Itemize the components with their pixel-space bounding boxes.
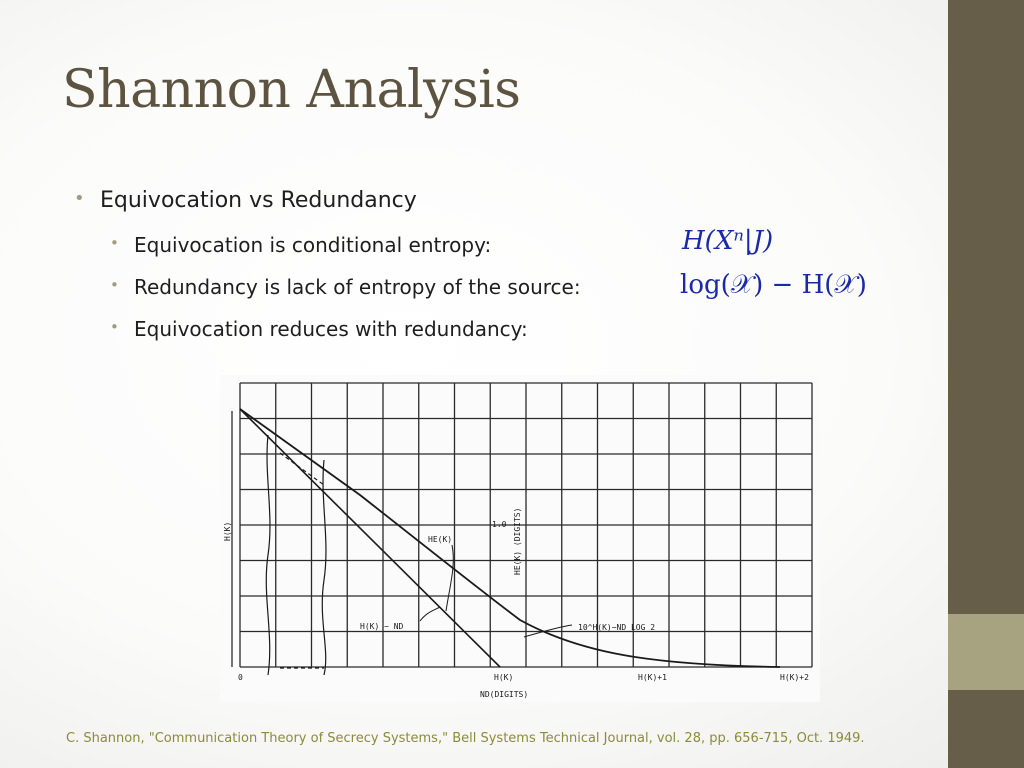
x-axis-label: ND(DIGITS) (480, 690, 528, 699)
bullet-conditional-entropy: • Equivocation is conditional entropy: (110, 233, 492, 257)
citation: C. Shannon, "Communication Theory of Sec… (66, 731, 865, 746)
formula-equivocation: H(Xⁿ|J) (682, 226, 774, 256)
bullet-text: Equivocation reduces with redundancy: (134, 317, 528, 341)
equivocation-chart: H(K) 0 H(K) H(K)+1 H(K)+2 ND(DIGITS) HE(… (223, 382, 813, 699)
shannon-figure: H(K) 0 H(K) H(K)+1 H(K)+2 ND(DIGITS) HE(… (220, 375, 820, 702)
pointer-asymptote (523, 624, 573, 638)
bullet-equivocation-vs-redundancy: • Equivocation vs Redundancy (74, 188, 417, 213)
bullet-equivocation-reduces: • Equivocation reduces with redundancy: (110, 317, 528, 341)
curve-label-he: HE(K) (428, 535, 452, 544)
x-tick-hk-plus-1: H(K)+1 (638, 673, 667, 682)
break-mark-right (321, 459, 327, 676)
bullet-dot-icon: • (110, 318, 119, 336)
scale-label-1-0: 1.0 (492, 520, 507, 529)
slide-title: Shannon Analysis (62, 60, 521, 120)
pointer-hk-nd (419, 606, 441, 622)
x-tick-0: 0 (238, 673, 243, 682)
bullet-text: Equivocation vs Redundancy (100, 188, 417, 213)
sidebar-accent-block (948, 614, 1024, 690)
bullet-dot-icon: • (74, 188, 85, 209)
asymptote-label: 10^H(K)−ND LOG 2 (578, 623, 655, 632)
bullet-dot-icon: • (110, 234, 119, 252)
right-axis-label: HE(K) (DIGITS) (513, 508, 522, 575)
line-label-hk-nd: H(K) − ND (360, 622, 404, 631)
bullet-dot-icon: • (110, 276, 119, 294)
x-tick-hk: H(K) (494, 673, 513, 682)
pointer-he (445, 544, 454, 612)
bullet-redundancy: • Redundancy is lack of entropy of the s… (110, 275, 581, 299)
bullet-text: Redundancy is lack of entropy of the sou… (134, 275, 581, 299)
break-mark-left (265, 434, 271, 676)
formula-redundancy: log(𝒳) − H(𝒳) (680, 270, 867, 300)
curve-he-k (239, 408, 781, 668)
y-axis-label: H(K) (223, 522, 232, 541)
bullet-text: Equivocation is conditional entropy: (134, 233, 492, 257)
x-tick-hk-plus-2: H(K)+2 (780, 673, 809, 682)
line-hk-minus-nd (239, 408, 501, 668)
dashed-line-segment (279, 452, 325, 486)
